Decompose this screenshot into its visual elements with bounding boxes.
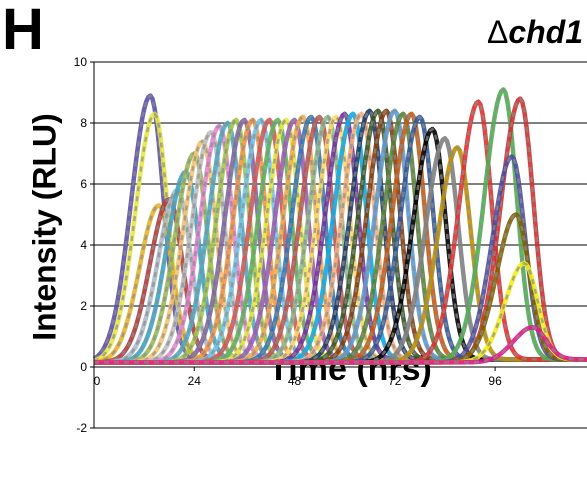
chart-title-gene: chd1 (508, 14, 583, 50)
x-tick-label-3: 72 (388, 374, 402, 388)
series-dash-43 (94, 326, 587, 364)
x-tick-label-2: 48 (288, 374, 302, 388)
y-tick-label-4: 6 (80, 177, 87, 191)
series-layer (92, 87, 587, 365)
x-tick-label-1: 24 (188, 374, 202, 388)
y-tick-label-5: 8 (80, 116, 87, 130)
y-tick-label-0: -2 (76, 421, 87, 435)
y-tick-label-6: 10 (74, 55, 88, 69)
x-tick-label-4: 96 (488, 374, 502, 388)
chart-title-delta: Δ (486, 14, 509, 50)
y-tick-label-1: 0 (80, 360, 87, 374)
chart-title: Δchd1 (487, 14, 583, 51)
x-tick-label-0: 0 (94, 374, 101, 388)
y-tick-label-2: 2 (80, 299, 87, 313)
panel-letter: H (2, 0, 44, 62)
y-tick-label-3: 4 (80, 238, 87, 252)
